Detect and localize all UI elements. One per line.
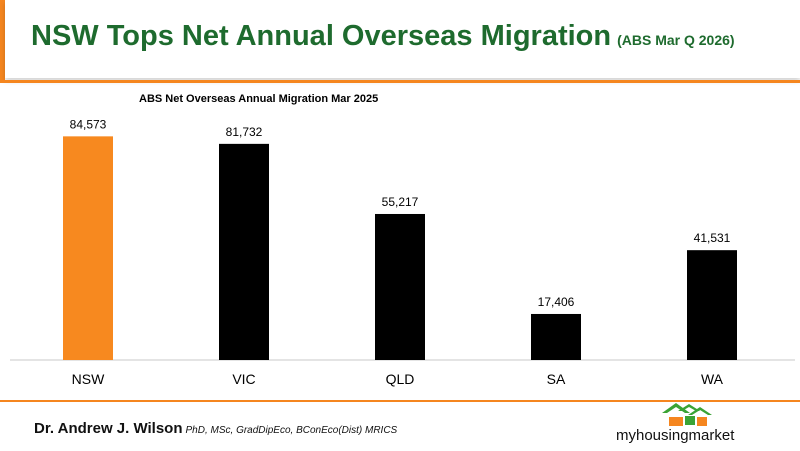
title-text: NSW Tops Net Annual Overseas Migration [31, 20, 612, 52]
accent-bar [0, 0, 5, 80]
logo-text: myhousingmarket [616, 427, 735, 444]
bar-qld [375, 213, 425, 360]
house-roofs-icon [662, 403, 712, 426]
bar-nsw [63, 136, 113, 360]
category-label: WA [701, 371, 724, 387]
value-label: 17,406 [538, 295, 575, 309]
category-label: QLD [386, 371, 415, 387]
bar-sa [531, 313, 581, 360]
chart-title: ABS Net Overseas Annual Migration Mar 20… [139, 93, 378, 105]
value-label: 81,732 [226, 125, 263, 139]
author-name: Dr. Andrew J. Wilson [34, 420, 183, 437]
header-divider [0, 80, 800, 83]
bar-vic [219, 143, 269, 360]
bar-wa [687, 250, 737, 360]
author-block: Dr. Andrew J. Wilson PhD, MSc, GradDipEco… [34, 420, 397, 437]
category-label: SA [547, 371, 566, 387]
page-title: NSW Tops Net Annual Overseas Migration (A… [31, 20, 735, 53]
value-label: 41,531 [694, 231, 731, 245]
category-label: VIC [232, 371, 255, 387]
author-credentials: PhD, MSc, GradDipEco, BConEco(Dist) MRIC… [185, 425, 398, 436]
title-subtitle: (ABS Mar Q 2026) [617, 32, 735, 48]
value-label: 55,217 [382, 195, 419, 209]
bar-chart: ABS Net Overseas Annual Migration Mar 20… [10, 93, 795, 387]
brand-logo: myhousingmarket [616, 403, 735, 444]
category-label: NSW [72, 371, 105, 387]
footer-divider [0, 400, 800, 402]
value-label: 84,573 [70, 117, 107, 131]
header: NSW Tops Net Annual Overseas Migration (A… [5, 0, 800, 78]
